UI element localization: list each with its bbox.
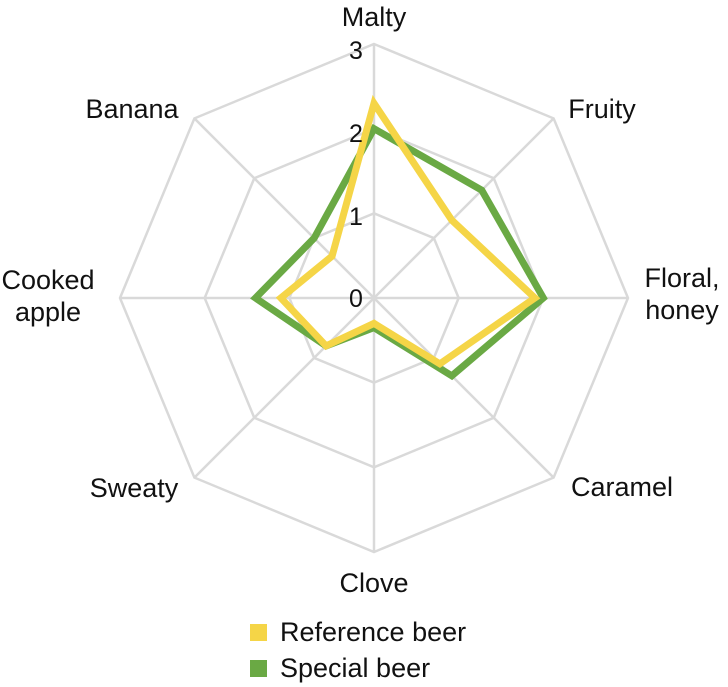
radar-grid [118, 42, 630, 554]
axis-label-caramel: Caramel [571, 472, 673, 502]
tick-label-0: 0 [349, 285, 363, 313]
grid-spoke-7 [193, 117, 375, 299]
legend-swatch-special-beer [250, 659, 267, 677]
tick-label-3: 3 [349, 37, 363, 65]
axis-label-banana: Banana [85, 94, 179, 124]
tick-label-1: 1 [349, 203, 363, 231]
legend: Reference beer Special beer [250, 614, 466, 686]
axis-label-cooked-apple: Cooked apple [1, 265, 94, 327]
tick-label-2: 2 [349, 120, 363, 148]
legend-swatch-reference-beer [250, 623, 267, 641]
radar-series [250, 94, 548, 381]
legend-label-special-beer: Special beer [280, 652, 431, 683]
legend-item-reference-beer: Reference beer [250, 614, 466, 650]
legend-item-special-beer: Special beer [250, 650, 466, 686]
axis-label-clove: Clove [339, 568, 408, 598]
legend-label-reference-beer: Reference beer [280, 616, 467, 647]
axis-label-floral-honey-line1: Floral, honey [644, 263, 719, 325]
tick-labels: 0 1 2 3 [349, 37, 363, 313]
series-line-reference-beer [275, 94, 541, 369]
grid-spoke-1 [373, 117, 555, 299]
axis-label-malty: Malty [342, 2, 407, 32]
grid-spoke-3 [373, 297, 555, 479]
axis-label-fruity: Fruity [568, 94, 636, 124]
axis-labels: Malty Fruity Floral, honey Caramel Clove … [1, 2, 719, 598]
series-line-special-beer [250, 123, 548, 381]
grid-spoke-5 [193, 297, 375, 479]
axis-label-sweaty: Sweaty [90, 473, 179, 503]
